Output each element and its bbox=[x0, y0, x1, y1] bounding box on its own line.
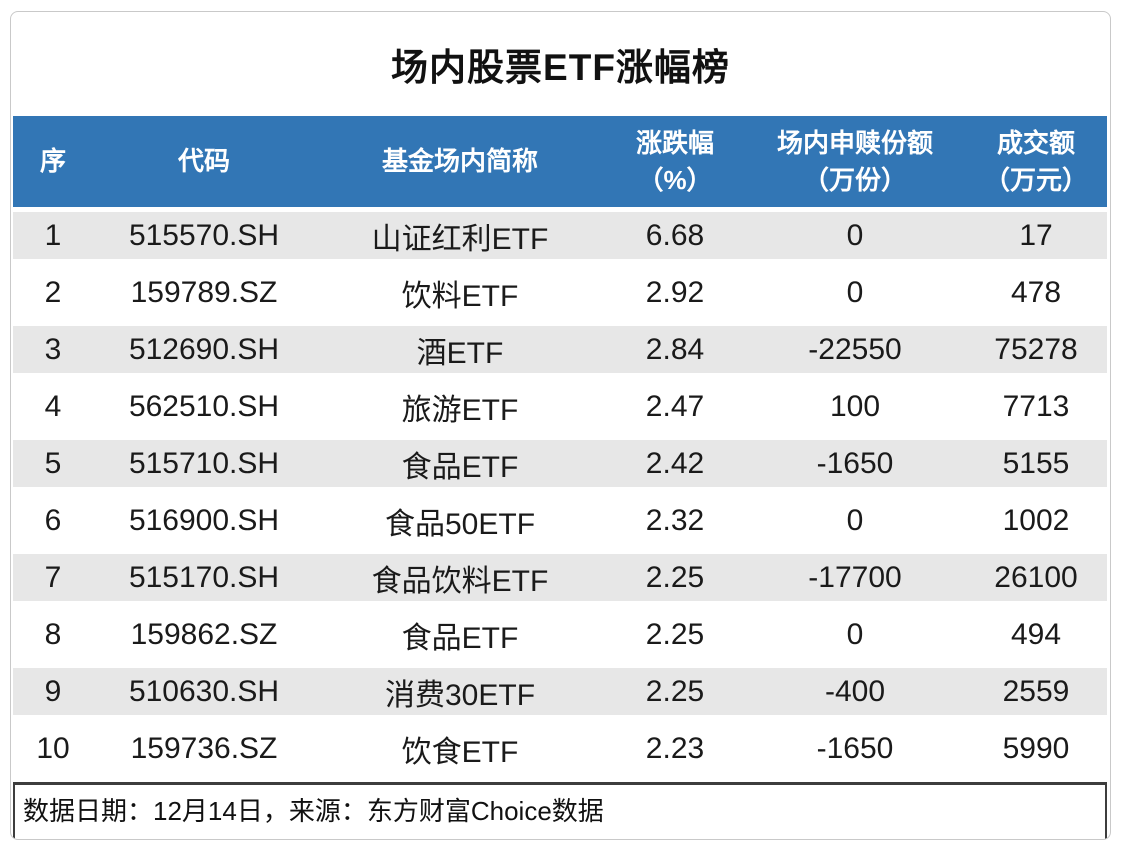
table-cell: 3 bbox=[13, 321, 93, 378]
table-cell: -1650 bbox=[745, 435, 965, 492]
table-cell: 159736.SZ bbox=[130, 731, 278, 765]
table-cell: 食品ETF bbox=[401, 621, 519, 655]
col-header-code-label: 代码 bbox=[177, 146, 230, 177]
col-header-turnover-label: 成交额 bbox=[996, 127, 1075, 158]
table-row: 4 562510.SH 旅游ETF 2.47 100 7713 bbox=[13, 378, 1107, 435]
table-cell: 1 bbox=[13, 207, 93, 264]
table-cell: 消费30ETF bbox=[315, 663, 605, 720]
table-cell: 4 bbox=[44, 389, 62, 423]
table-cell: 2.25 bbox=[645, 617, 705, 651]
table-body: 1 515570.SH 山证红利ETF 6.68 0 17 2 159789.SZ 饮料ETF 2… bbox=[13, 207, 1107, 777]
table-cell: 2.25 bbox=[605, 663, 745, 720]
table-cell: 159789.SZ bbox=[130, 275, 278, 309]
table-cell: 5 bbox=[13, 435, 93, 492]
table-cell: 75278 bbox=[965, 321, 1107, 378]
col-header-turnover-unit: （万元） bbox=[983, 164, 1088, 195]
table-cell: 0 bbox=[846, 617, 864, 651]
table-cell: 10 bbox=[36, 731, 70, 765]
table-cell: 2.84 bbox=[605, 321, 745, 378]
table-row: 7 515170.SH 食品饮料ETF 2.25 -17700 26100 bbox=[13, 549, 1107, 606]
table-cell: 2.23 bbox=[645, 731, 705, 765]
table-cell: 2.92 bbox=[645, 275, 705, 309]
table-cell: 100 bbox=[829, 389, 881, 423]
table-cell: -1650 bbox=[816, 731, 894, 765]
col-header-turnover: 成交额 （万元） bbox=[965, 116, 1107, 207]
table-cell: 0 bbox=[745, 207, 965, 264]
table-row: 3 512690.SH 酒ETF 2.84 -22550 75278 bbox=[13, 321, 1107, 378]
table-cell: 酒ETF bbox=[315, 321, 605, 378]
table-cell: 510630.SH bbox=[93, 663, 315, 720]
table-cell: 5155 bbox=[965, 435, 1107, 492]
table-row: 8 159862.SZ 食品ETF 2.25 0 494 bbox=[13, 606, 1107, 663]
table-cell: 515710.SH bbox=[93, 435, 315, 492]
table-cell: 562510.SH bbox=[128, 389, 280, 423]
table-cell: 515570.SH bbox=[93, 207, 315, 264]
table-cell: 食品饮料ETF bbox=[315, 549, 605, 606]
table-cell: 饮料ETF bbox=[401, 279, 519, 313]
col-header-fund-name-label: 基金场内简称 bbox=[381, 146, 538, 177]
page-title: 场内股票ETF涨幅榜 bbox=[391, 47, 730, 88]
table-cell: 2.42 bbox=[605, 435, 745, 492]
table-cell: 515170.SH bbox=[93, 549, 315, 606]
table-cell: 饮食ETF bbox=[401, 735, 519, 769]
col-header-redemption-shares-unit: （万份） bbox=[802, 164, 907, 195]
table-cell: 2559 bbox=[965, 663, 1107, 720]
table-cell: 旅游ETF bbox=[401, 393, 519, 427]
data-source-note: 数据日期：12月14日，来源：东方财富Choice数据 bbox=[13, 782, 1107, 839]
col-header-index-label: 序 bbox=[39, 146, 66, 177]
col-header-code: 代码 bbox=[93, 116, 315, 207]
col-header-fund-name: 基金场内简称 bbox=[315, 116, 605, 207]
table-cell: 2.47 bbox=[645, 389, 705, 423]
table-cell: 6.68 bbox=[605, 207, 745, 264]
table-cell: 159862.SZ bbox=[130, 617, 278, 651]
table-cell: 食品50ETF bbox=[384, 507, 536, 541]
table-cell: 5990 bbox=[1002, 731, 1070, 765]
table-cell: 7713 bbox=[1002, 389, 1070, 423]
table-cell: 26100 bbox=[965, 549, 1107, 606]
table-cell: -17700 bbox=[745, 549, 965, 606]
table-cell: 17 bbox=[965, 207, 1107, 264]
col-header-change-pct: 涨跌幅 （%） bbox=[605, 116, 745, 207]
col-header-index: 序 bbox=[13, 116, 93, 207]
table-cell: 1002 bbox=[1002, 503, 1070, 537]
table-cell: 6 bbox=[44, 503, 62, 537]
col-header-change-pct-label: 涨跌幅 bbox=[635, 127, 714, 158]
table-row: 1 515570.SH 山证红利ETF 6.68 0 17 bbox=[13, 207, 1107, 264]
table-cell: 494 bbox=[1010, 617, 1062, 651]
table-cell: 8 bbox=[44, 617, 62, 651]
table-row: 2 159789.SZ 饮料ETF 2.92 0 478 bbox=[13, 264, 1107, 321]
table-row: 10 159736.SZ 饮食ETF 2.23 -1650 5990 bbox=[13, 720, 1107, 777]
col-header-redemption-shares: 场内申赎份额 （万份） bbox=[745, 116, 965, 207]
table-cell: 0 bbox=[846, 503, 864, 537]
table-cell: 2.25 bbox=[605, 549, 745, 606]
col-header-redemption-shares-label: 场内申赎份额 bbox=[776, 127, 933, 158]
table-cell: 2 bbox=[44, 275, 62, 309]
table-cell: 7 bbox=[13, 549, 93, 606]
table-header: 序 代码 基金场内简称 bbox=[13, 116, 1107, 207]
table-cell: 478 bbox=[1010, 275, 1062, 309]
table-row: 9 510630.SH 消费30ETF 2.25 -400 2559 bbox=[13, 663, 1107, 720]
table-cell: 食品ETF bbox=[315, 435, 605, 492]
etf-table-card: 场内股票ETF涨幅榜 序 代码 bbox=[10, 11, 1111, 840]
table-row: 6 516900.SH 食品50ETF 2.32 0 1002 bbox=[13, 492, 1107, 549]
table-cell: -400 bbox=[745, 663, 965, 720]
table-cell: 9 bbox=[13, 663, 93, 720]
col-header-change-pct-unit: （%） bbox=[637, 164, 713, 195]
table-cell: 512690.SH bbox=[93, 321, 315, 378]
table-cell: 516900.SH bbox=[128, 503, 280, 537]
etf-ranking-table: 序 代码 基金场内简称 bbox=[13, 116, 1107, 777]
table-row: 5 515710.SH 食品ETF 2.42 -1650 5155 bbox=[13, 435, 1107, 492]
table-cell: 0 bbox=[846, 275, 864, 309]
table-cell: 2.32 bbox=[645, 503, 705, 537]
table-cell: 山证红利ETF bbox=[315, 207, 605, 264]
header-row: 序 代码 基金场内简称 bbox=[13, 116, 1107, 207]
table-cell: -22550 bbox=[745, 321, 965, 378]
